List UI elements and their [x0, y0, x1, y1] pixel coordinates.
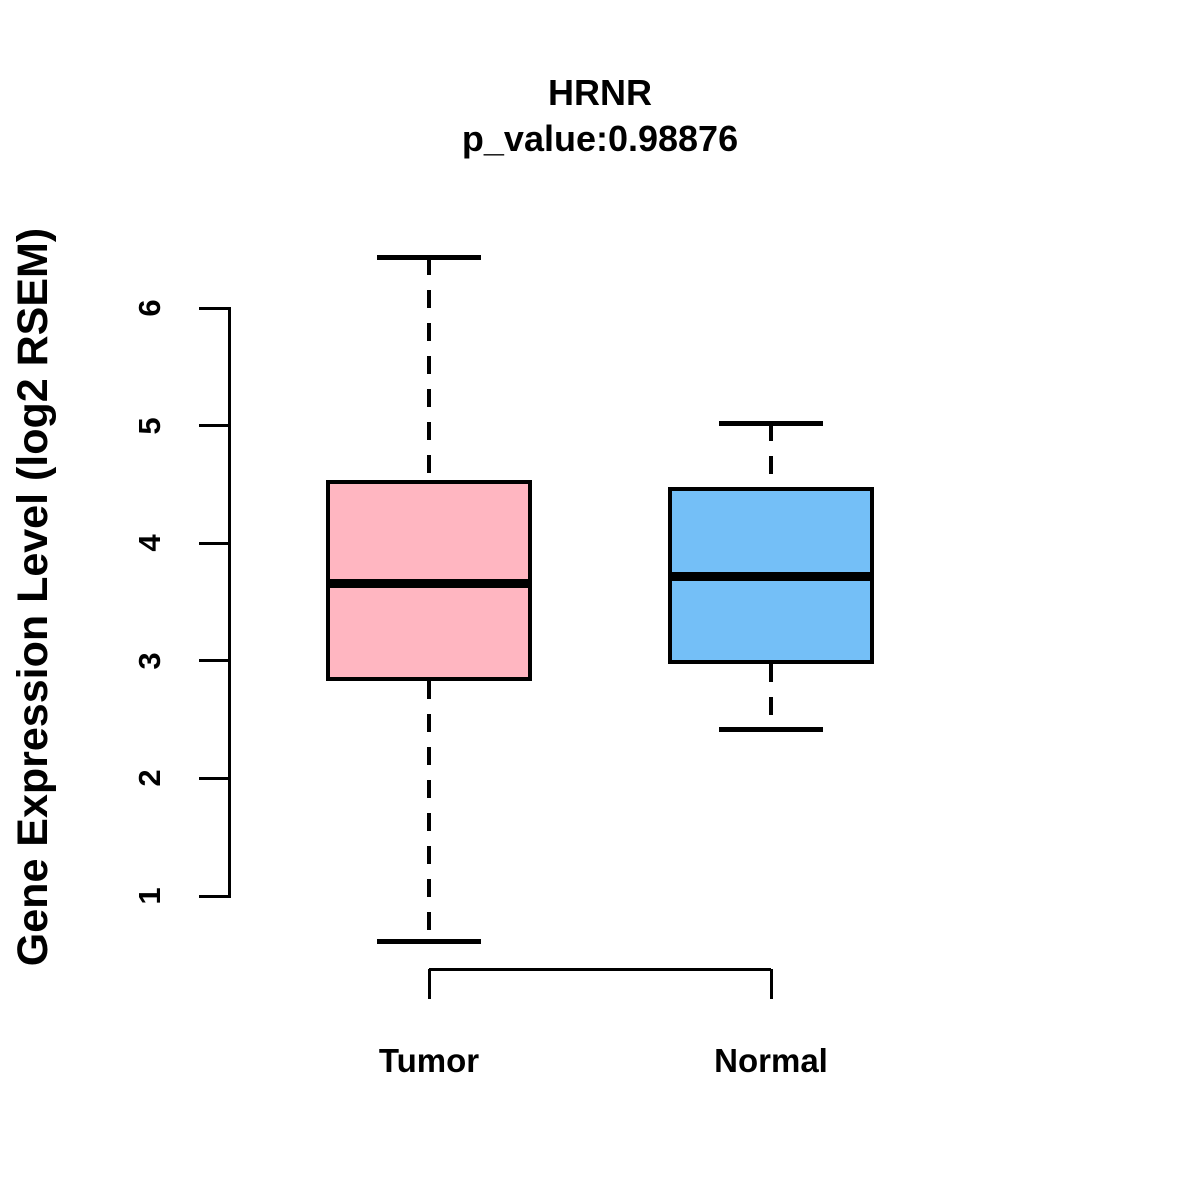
- whisker-upper: [769, 423, 773, 487]
- whisker-lower: [769, 664, 773, 729]
- y-tick: [199, 541, 230, 545]
- x-axis-bracket-tick-right: [769, 969, 773, 999]
- y-tick-label: 6: [132, 299, 167, 317]
- y-tick-label: 2: [132, 769, 167, 788]
- median-line-tumor: [326, 578, 532, 588]
- whisker-cap-upper: [719, 420, 823, 426]
- whisker-cap-upper: [377, 254, 481, 260]
- y-tick: [199, 659, 230, 663]
- x-axis-bracket-tick-left: [427, 969, 431, 999]
- y-tick: [199, 306, 230, 310]
- y-axis-line: [228, 306, 231, 898]
- y-tick-label: 1: [132, 887, 167, 905]
- whisker-lower: [427, 680, 431, 942]
- y-tick: [199, 776, 230, 780]
- x-axis-bracket-line: [429, 967, 771, 971]
- whisker-cap-lower: [719, 726, 823, 732]
- chart-title: HRNR: [548, 72, 652, 113]
- y-tick-label: 5: [132, 416, 167, 435]
- y-tick-label: 4: [132, 534, 167, 552]
- chart-title-block: HRNR p_value:0.98876: [100, 70, 1100, 162]
- whisker-cap-lower: [377, 939, 481, 945]
- category-label-normal: Normal: [714, 1042, 828, 1079]
- y-tick: [199, 894, 230, 898]
- chart-subtitle: p_value:0.98876: [461, 118, 739, 159]
- y-tick-label: 3: [132, 652, 167, 670]
- category-label-tumor: Tumor: [378, 1042, 480, 1079]
- median-line-normal: [668, 571, 874, 581]
- y-tick: [199, 424, 230, 428]
- whisker-upper: [427, 257, 431, 480]
